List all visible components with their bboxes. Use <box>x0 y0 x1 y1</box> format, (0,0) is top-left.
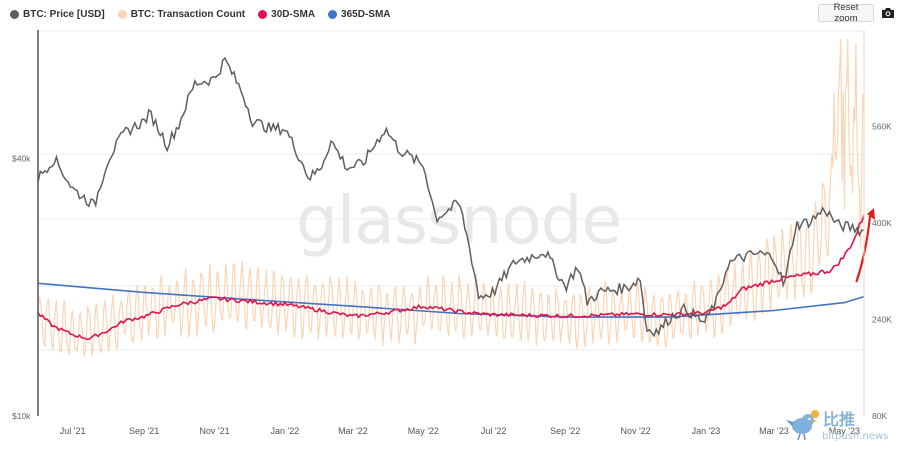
legend-item-2[interactable]: 30D-SMA <box>258 9 315 20</box>
legend-item-0[interactable]: BTC: Price [USD] <box>10 9 105 20</box>
y-left-tick-label: $40k <box>12 154 31 164</box>
x-tick-label: Mar '22 <box>338 426 368 436</box>
legend-dot-icon <box>328 9 338 19</box>
legend-dot-icon <box>10 9 19 19</box>
y-right-tick-label: 560K <box>872 122 892 132</box>
x-tick-label: Jul '21 <box>60 426 86 436</box>
chart-legend: BTC: Price [USD] BTC: Transaction Count 30… <box>10 6 404 22</box>
reset-zoom-button[interactable]: Reset zoom <box>818 2 874 24</box>
x-tick-label: Sep '21 <box>129 426 159 436</box>
series-30d-sma <box>37 215 865 341</box>
series-btc-price <box>37 56 865 338</box>
legend-item-3[interactable]: 365D-SMA <box>328 8 391 20</box>
legend-label: BTC: Price [USD] <box>23 8 105 20</box>
arrow-head-icon <box>867 208 875 220</box>
camera-icon[interactable] <box>879 4 897 22</box>
x-tick-label: Nov '21 <box>199 426 229 436</box>
x-tick-label: May '23 <box>829 426 860 436</box>
y-right-tick-label: 400K <box>872 218 892 228</box>
bitpush-logo: 比推 bitpush.news <box>784 406 898 450</box>
axes: $10k $40k 80K 240K 400K 560K Jul '21 Sep '21 Nov… <box>12 30 892 436</box>
x-tick-label: Jul '22 <box>481 426 507 436</box>
bitpush-en-text: bitpush.news <box>822 431 889 442</box>
series-365d-sma <box>37 282 865 318</box>
legend-item-1[interactable]: BTC: Transaction Count <box>117 8 246 20</box>
bitpush-cn-text: 比推 <box>823 410 856 429</box>
legend-dot-icon <box>117 9 127 19</box>
y-right-tick-label: 80K <box>872 411 887 421</box>
x-tick-label: Sep '22 <box>550 426 580 436</box>
x-tick-label: Nov '22 <box>620 426 650 436</box>
legend-label: 30D-SMA <box>271 8 316 20</box>
plot-area <box>37 38 875 357</box>
x-tick-label: May '22 <box>408 426 439 436</box>
x-tick-label: Jan '23 <box>692 426 721 436</box>
x-tick-label: Mar '23 <box>759 426 789 436</box>
legend-label: BTC: Transaction Count <box>130 8 246 20</box>
legend-label: 365D-SMA <box>341 8 391 20</box>
legend-dot-icon <box>258 9 268 19</box>
x-tick-label: Jan '22 <box>271 426 300 436</box>
y-left-tick-label: $10k <box>12 411 31 421</box>
red-arrow-annotation <box>855 215 872 283</box>
y-right-tick-label: 240K <box>872 315 892 325</box>
